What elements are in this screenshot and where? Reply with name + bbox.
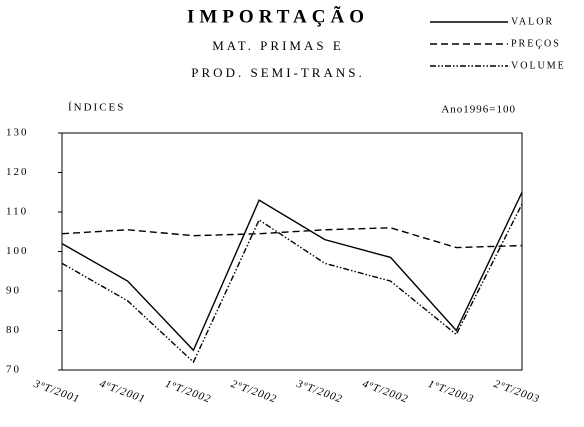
y-tick-label: 70 bbox=[6, 364, 21, 376]
x-tick-label: 2ºT/2003 bbox=[492, 378, 541, 406]
legend-label: VOLUME bbox=[511, 60, 566, 71]
plot-frame bbox=[61, 132, 523, 371]
chart-title: IMPORTAÇÃO bbox=[187, 5, 369, 27]
x-tick-label: 1ºT/2003 bbox=[426, 378, 475, 406]
subtitle: PROD. SEMI-TRANS. bbox=[191, 65, 364, 80]
x-tick-label: 3ºT/2002 bbox=[294, 378, 344, 406]
y-tick-label: 130 bbox=[6, 127, 29, 139]
series-line bbox=[61, 227, 523, 249]
y-tick-label: 80 bbox=[6, 324, 21, 336]
y-axis-label: ÍNDICES bbox=[68, 102, 125, 114]
x-tick-label: 4ºT/2001 bbox=[98, 378, 147, 406]
x-tick-label: 1ºT/2002 bbox=[164, 378, 213, 406]
y-tick-label: 100 bbox=[6, 245, 29, 257]
y-tick-label: 90 bbox=[6, 285, 21, 297]
x-tick-label: 3ºT/2001 bbox=[31, 378, 81, 406]
series-line bbox=[61, 203, 523, 364]
annotation: Ano1996=100 bbox=[441, 104, 516, 116]
y-tick-label: 120 bbox=[6, 166, 29, 178]
legend-label: VALOR bbox=[511, 16, 554, 27]
series-line bbox=[61, 191, 523, 352]
subtitle: MAT. PRIMAS E bbox=[212, 38, 344, 53]
legend-label: PREÇOS bbox=[511, 38, 561, 49]
x-tick-label: 2ºT/2002 bbox=[229, 378, 278, 406]
x-tick-label: 4ºT/2002 bbox=[361, 378, 410, 406]
y-tick-label: 110 bbox=[6, 206, 28, 218]
